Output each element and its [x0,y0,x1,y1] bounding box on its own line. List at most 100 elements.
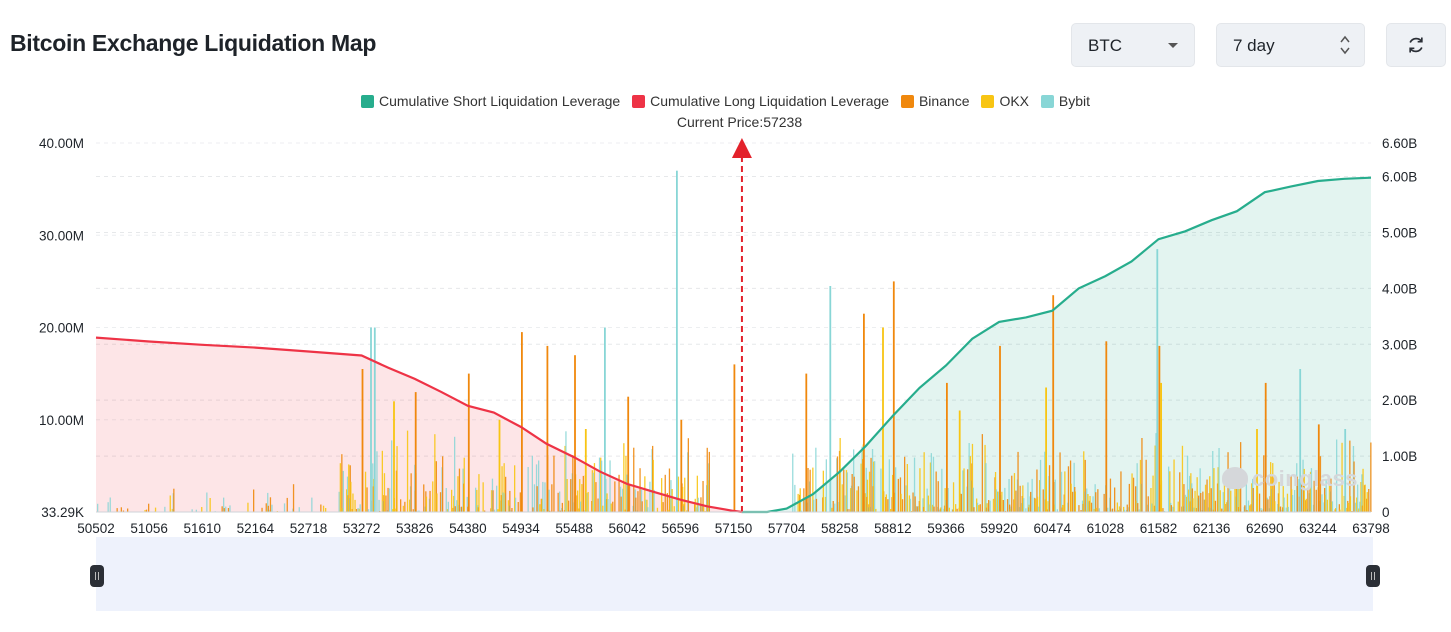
bybit-bar [580,501,582,512]
bybit-bar [815,447,817,512]
okx-bar [1062,504,1064,512]
bybit-bar [1086,488,1088,512]
okx-bar [1219,490,1221,512]
okx-bar [1345,507,1347,512]
bybit-bar [195,509,197,512]
bybit-bar [1357,484,1359,512]
okx-bar [1309,471,1312,512]
okx-bar [503,463,505,512]
bybit-bar [1237,470,1239,512]
legend-item-long[interactable]: Cumulative Long Liquidation Leverage [632,93,889,109]
binance-bar [460,506,463,512]
zoom-handle-left[interactable] [90,565,104,587]
okx-bar [986,503,988,512]
okx-bar [673,506,675,512]
binance-bar [511,508,513,512]
okx-bar [1194,490,1196,512]
y-right-tick-label: 6.60B [1382,136,1417,151]
okx-bar [646,499,648,512]
binance-bar [807,468,809,512]
bybit-bar [1107,507,1109,512]
okx-bar [1251,483,1253,512]
okx-bar [566,479,568,512]
bybit-bar [531,455,533,512]
binance-peak-bar [521,332,523,512]
okx-peak-bar [958,410,961,512]
okx-bar [1234,487,1236,512]
binance-bar [1147,496,1149,512]
refresh-button[interactable] [1386,23,1446,67]
okx-peak-bar [498,419,501,513]
binance-bar [227,508,230,512]
okx-bar [1335,508,1337,512]
binance-bar [1183,484,1185,512]
coin-select[interactable]: BTC [1071,23,1195,67]
binance-bar [851,474,853,512]
legend-swatch-binance [900,95,914,108]
binance-bar [1095,492,1097,512]
okx-bar [322,505,325,512]
bybit-bar [1310,468,1313,512]
x-tick-label: 56596 [662,521,700,536]
binance-bar [979,504,981,512]
okx-bar [1326,499,1328,512]
okx-bar [457,476,459,512]
bybit-peak-bar [370,327,372,512]
legend-item-bybit[interactable]: Bybit [1040,93,1091,109]
binance-peak-bar [805,373,808,512]
bybit-bar [496,485,498,512]
okx-bar [463,457,465,512]
binance-bar [122,510,125,512]
legend-label-bybit: Bybit [1058,93,1091,109]
cumulative-short-line [741,176,1372,514]
binance-bar [809,469,811,512]
bybit-bar [109,497,111,512]
x-tick-label: 59366 [927,521,965,536]
bybit-bar [1054,479,1056,512]
okx-bar [1034,498,1037,512]
legend-item-okx[interactable]: OKX [981,93,1029,109]
binance-bar [1090,502,1093,512]
okx-bar [154,507,157,512]
binance-bar [1330,478,1332,512]
bybit-bar [905,485,907,512]
y-left-tick-label: 10.00M [39,413,84,428]
bybit-bar [846,472,848,512]
y-left-tick-label: 33.29K [41,505,84,520]
legend-item-short[interactable]: Cumulative Short Liquidation Leverage [360,93,620,109]
okx-bar [812,467,814,512]
exchange-bars [97,170,1372,513]
binance-bar [1221,508,1223,512]
time-range-select[interactable]: 7 day [1216,23,1365,67]
binance-bar [1279,506,1282,512]
okx-bar [1047,501,1049,512]
okx-bar [539,504,541,512]
zoom-handle-right[interactable] [1366,565,1380,587]
legend-swatch-bybit [1040,95,1054,108]
bybit-bar [1354,502,1357,512]
legend-label-okx: OKX [999,93,1030,109]
binance-bar [1011,475,1013,512]
binance-bar [385,495,387,512]
binance-bar [1042,489,1044,512]
bybit-bar [989,500,991,512]
okx-bar [927,495,929,512]
okx-bar [656,507,659,512]
bybit-bar [607,499,609,512]
cumulative-areas [96,177,1371,512]
okx-bar [446,509,449,512]
binance-bar [935,471,937,512]
legend-item-binance[interactable]: Binance [900,93,970,109]
okx-bar [866,479,869,512]
binance-bar [1198,495,1200,512]
bybit-bar [1222,492,1224,512]
okx-bar [1070,483,1072,512]
x-tick-label: 59920 [980,521,1018,536]
zoom-slider-track[interactable] [96,537,1373,611]
okx-bar [610,503,612,512]
okx-bar [394,508,396,512]
okx-bar [969,456,971,512]
okx-bar [476,489,478,512]
okx-bar [1116,502,1118,512]
